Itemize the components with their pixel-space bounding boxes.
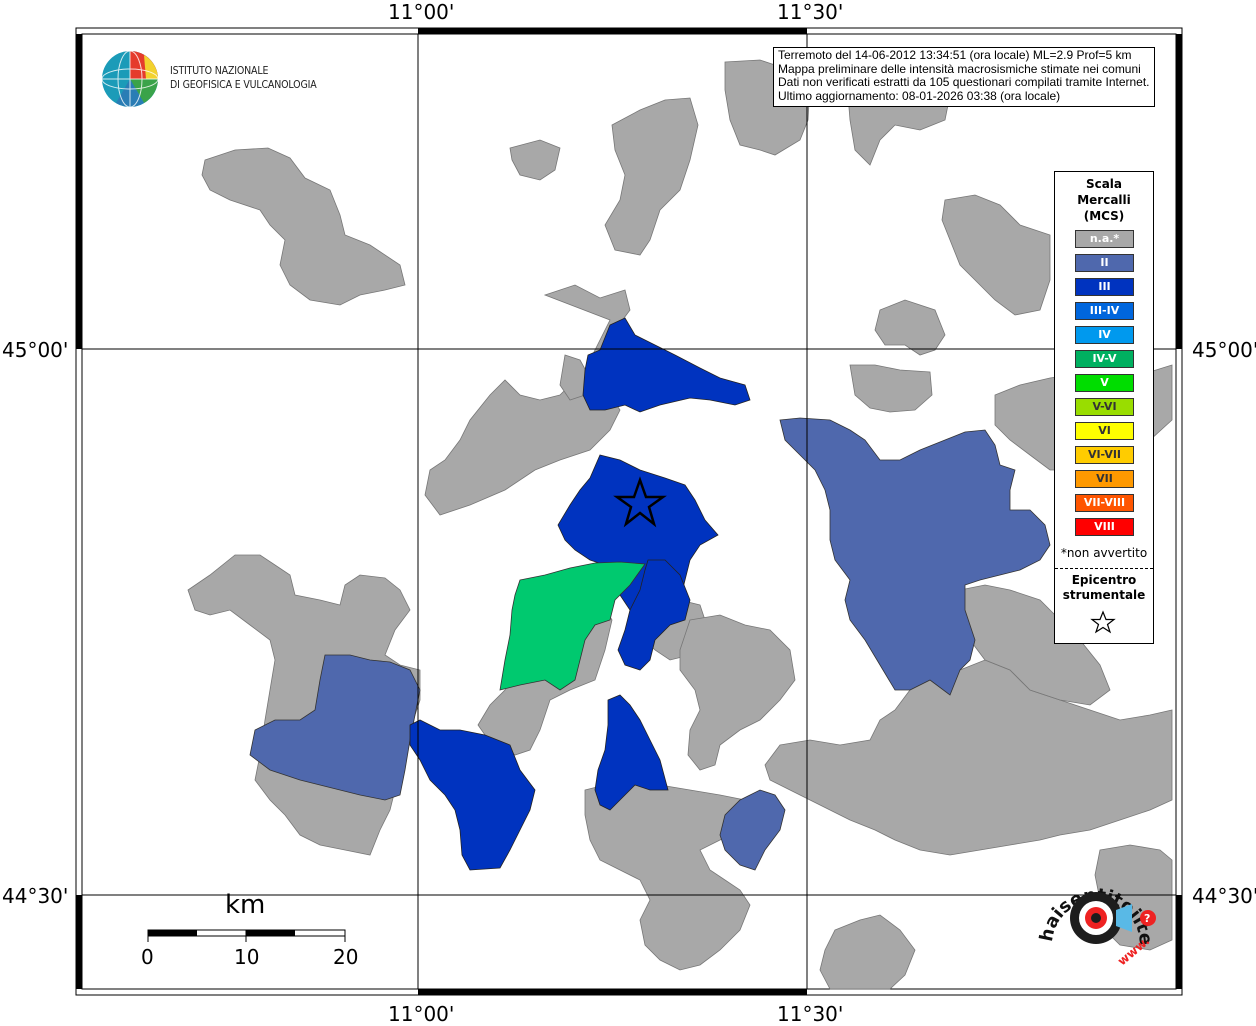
area-III-mid — [617, 559, 691, 671]
legend-item-III: III — [1075, 278, 1134, 296]
area-III-north — [582, 317, 751, 413]
svg-text:?: ? — [1144, 912, 1150, 925]
area-se — [764, 659, 1173, 856]
scale-tick-20: 20 — [333, 945, 359, 969]
area-e-top — [941, 194, 1051, 316]
legend-item-II: II — [1075, 254, 1134, 272]
area-se-bottom — [819, 914, 916, 990]
area-nw — [201, 147, 406, 306]
event-info-box: Terremoto del 14-06-2012 13:34:51 (ora l… — [773, 47, 1155, 107]
legend-item-V: V — [1075, 374, 1134, 392]
legend-item-V-VI: V-VI — [1075, 398, 1134, 416]
area-e-mid2 — [849, 364, 933, 413]
legend-item-VII: VII — [1075, 470, 1134, 488]
hsit-logo-graphic: haisentitoilterremoto.it ? www. — [1021, 844, 1157, 969]
lon-label-top-1100: 11°00' — [388, 0, 455, 24]
lat-label-left-4430: 44°30' — [2, 884, 69, 908]
lon-label-bottom-1100: 11°00' — [388, 1002, 455, 1026]
event-info-line1: Terremoto del 14-06-2012 13:34:51 (ora l… — [778, 48, 1132, 62]
event-info-line4: Ultimo aggiornamento: 08-01-2026 03:38 (… — [778, 88, 1061, 103]
ingv-logo: ISTITUTO NAZIONALE DI GEOFISICA E VULCAN… — [100, 48, 360, 110]
area-s-center — [584, 779, 756, 971]
legend-item-VI-VII: VI-VII — [1075, 446, 1134, 464]
legend-item-IV: IV — [1075, 326, 1134, 344]
event-info-line2: Mappa preliminare delle intensità macros… — [778, 61, 1141, 76]
legend-epicenter-line2: strumentale — [1062, 588, 1146, 602]
scale-unit: km — [225, 890, 266, 920]
legend-title-line3: (MCS) — [1083, 209, 1125, 223]
epicenter-star-icon — [1090, 610, 1116, 634]
legend-item-IV-V: IV-V — [1075, 350, 1134, 368]
area-center-se — [679, 614, 796, 771]
area-II-south — [719, 789, 786, 871]
lat-label-right-4430: 44°30' — [1192, 884, 1256, 908]
legend-item-VI: VI — [1075, 422, 1134, 440]
scale-bar-graphic — [147, 929, 346, 942]
area-e-2 — [959, 584, 1111, 706]
scale-tick-0: 0 — [141, 945, 154, 969]
legend-item-na: n.a.* — [1075, 230, 1134, 248]
legend-separator — [1055, 568, 1153, 569]
area-n-center — [604, 97, 699, 256]
area-III-s — [594, 694, 669, 811]
lon-label-top-1130: 11°30' — [777, 0, 844, 24]
legend-note: *non avvertito — [1060, 546, 1148, 560]
legend-item-III-IV: III-IV — [1075, 302, 1134, 320]
lat-label-left-4500: 45°00' — [2, 338, 69, 362]
area-e-mid — [874, 299, 946, 356]
event-info-line3: Dati non verificati estratti da 105 ques… — [778, 75, 1150, 89]
legend-title-line2: Mercalli — [1077, 193, 1131, 207]
hsit-www: www. — [1115, 934, 1152, 969]
legend-item-VII-VIII: VII-VIII — [1075, 494, 1134, 512]
legend-epicenter-line1: Epicentro — [1071, 573, 1137, 587]
ingv-name-line1: ISTITUTO NAZIONALE — [170, 64, 269, 77]
mcs-legend: Scala Mercalli (MCS) n.a.* II III III-IV… — [1054, 171, 1154, 644]
lon-label-bottom-1130: 11°30' — [777, 1002, 844, 1026]
scale-tick-10: 10 — [234, 945, 260, 969]
hsit-logo: haisentitoilterremoto.it ? www. — [1021, 844, 1162, 974]
legend-title-line1: Scala — [1085, 177, 1123, 191]
scale-bar: km 0 10 20 — [140, 890, 370, 970]
graticule — [82, 34, 1176, 989]
lat-label-right-4500: 45°00' — [1192, 338, 1256, 362]
area-III-sw — [409, 719, 536, 871]
ingv-name-line2: DI GEOFISICA E VULCANOLOGIA — [170, 78, 317, 91]
frame-ticks — [76, 28, 1182, 995]
area-IV-V — [499, 561, 646, 691]
epicenter-star — [613, 476, 667, 528]
municipalities-III — [409, 317, 751, 871]
globe-icon — [101, 50, 159, 108]
legend-item-VIII: VIII — [1075, 518, 1134, 536]
municipalities-II — [249, 417, 1051, 871]
legend-title: Scala Mercalli (MCS) — [1055, 176, 1153, 224]
area-n-small — [509, 139, 561, 181]
area-II-east — [779, 417, 1051, 696]
